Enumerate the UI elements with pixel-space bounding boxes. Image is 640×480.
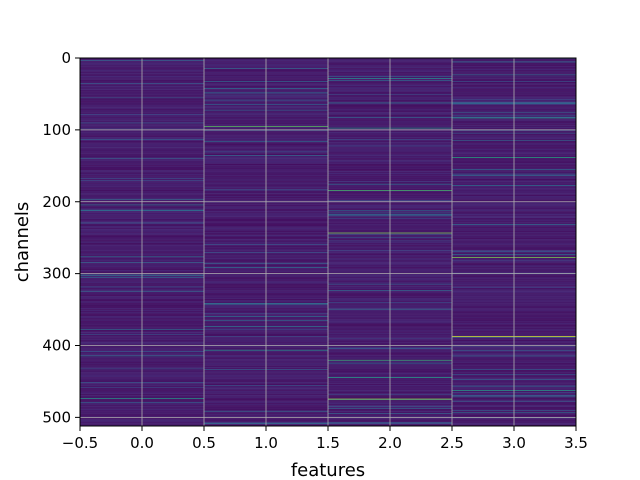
x-tick-label: 2.5	[440, 434, 464, 452]
x-tick-label: 3.5	[564, 434, 588, 452]
y-axis-label: channels	[12, 202, 33, 283]
y-tick-label: 200	[42, 193, 71, 211]
x-axis-label: features	[291, 460, 365, 480]
x-tick-label: 3.0	[502, 434, 526, 452]
y-tick-label: 100	[42, 121, 71, 139]
x-axis-ticks: −0.5 0.0 0.5 1.0 1.5 2.0 2.5 3.0 3.5	[62, 426, 588, 452]
x-tick-label: 0.0	[130, 434, 154, 452]
x-tick-label: 1.0	[254, 434, 278, 452]
y-tick-label: 400	[42, 337, 71, 355]
x-tick-label: 1.5	[316, 434, 340, 452]
y-axis-ticks: 0 100 200 300 400 500	[42, 49, 80, 426]
y-tick-label: 0	[61, 49, 71, 67]
x-tick-label: −0.5	[62, 434, 98, 452]
x-tick-label: 0.5	[192, 434, 216, 452]
x-tick-label: 2.0	[378, 434, 402, 452]
y-tick-label: 300	[42, 265, 71, 283]
y-tick-label: 500	[42, 408, 71, 426]
